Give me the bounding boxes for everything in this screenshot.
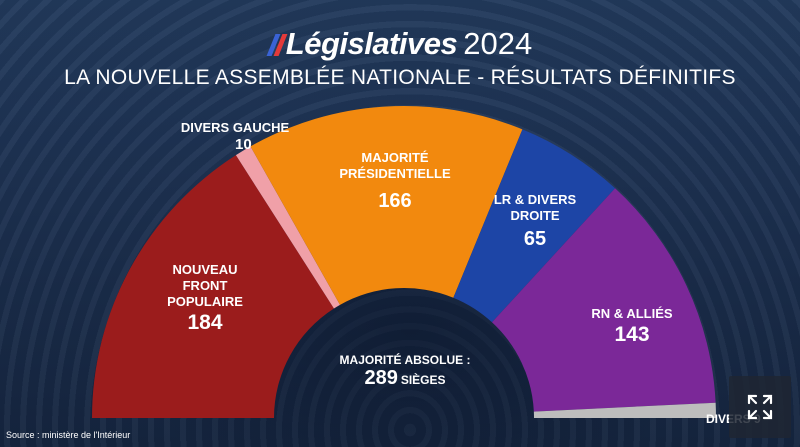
legislatives-logo: Législatives 2024	[0, 26, 800, 62]
label-lr-line2: DROITE	[510, 208, 560, 223]
slice-lr-divers-droite	[453, 129, 616, 323]
label-lr-line1: LR & DIVERS	[493, 192, 577, 207]
logo-text: Législatives	[285, 26, 458, 61]
header: Législatives 2024 LA NOUVELLE ASSEMBLÉE N…	[0, 26, 800, 90]
label-mp-line1: MAJORITÉ	[361, 150, 429, 165]
majority-label: MAJORITÉ ABSOLUE :	[339, 353, 471, 367]
label-nfp-line1: NOUVEAU	[172, 262, 238, 277]
label-mp-line2: PRÉSIDENTIELLE	[339, 166, 451, 181]
chart-subtitle: LA NOUVELLE ASSEMBLÉE NATIONALE - RÉSULT…	[64, 66, 736, 89]
label-lr-value: 65	[523, 228, 547, 250]
slice-nouveau-front-populaire	[92, 155, 334, 418]
label-divers-gauche: DIVERS GAUCHE 10	[180, 120, 290, 154]
fullscreen-button[interactable]	[729, 376, 791, 438]
label-nfp-line3: POPULAIRE	[167, 294, 243, 309]
label-rn-name: RN & ALLIÉS	[591, 306, 673, 321]
label-divers-gauche-name: DIVERS GAUCHE	[180, 120, 290, 135]
slice-divers	[533, 402, 716, 418]
label-lr-divers-droite: LR & DIVERS DROITE 65	[490, 192, 580, 252]
majority-value: 289	[364, 367, 398, 389]
fullscreen-icon	[747, 394, 773, 420]
label-majorite-presidentielle: MAJORITÉ PRÉSIDENTIELLE 166	[335, 150, 455, 214]
label-nfp-value: 184	[187, 311, 223, 334]
label-rn-value: 143	[614, 323, 650, 346]
majority-unit: SIÈGES	[400, 373, 446, 387]
label-nfp: NOUVEAU FRONT POPULAIRE 184	[150, 262, 260, 336]
slice-majorit-pr-sidentielle	[250, 105, 523, 305]
slice-rn-alli-s	[491, 188, 716, 412]
label-divers-gauche-value: 10	[235, 136, 252, 153]
logo-year: 2024	[463, 26, 533, 61]
absolute-majority: MAJORITÉ ABSOLUE : 289 SIÈGES	[305, 353, 505, 390]
source-note: Source : ministère de l'Intérieur	[6, 430, 131, 440]
label-rn-allies: RN & ALLIÉS 143	[582, 306, 682, 348]
label-nfp-line2: FRONT	[182, 278, 228, 293]
slice-divers-gauche	[235, 146, 341, 309]
label-mp-value: 166	[378, 190, 412, 212]
